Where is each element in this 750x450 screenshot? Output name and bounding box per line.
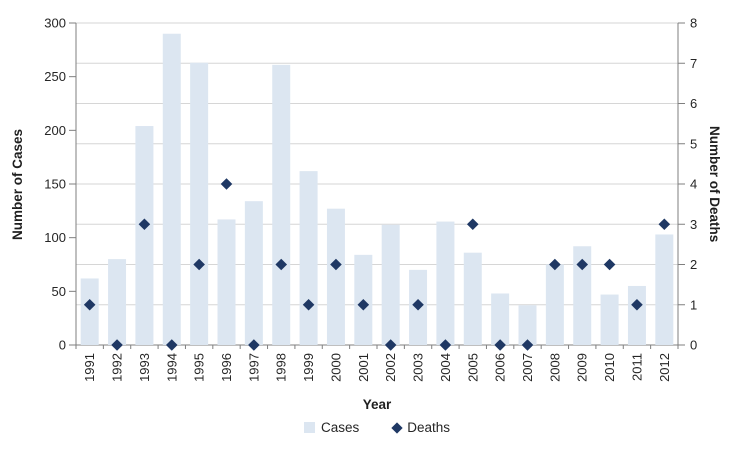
x-axis-category-label: 2012: [657, 353, 672, 382]
deaths-marker-1996: [220, 178, 233, 190]
x-axis-category-label: 2011: [629, 353, 644, 381]
cases-swatch-icon: [303, 422, 315, 433]
deaths-marker-2012: [658, 218, 671, 231]
deaths-marker-2003: [412, 298, 424, 311]
cases-bar-2006: [491, 293, 510, 345]
deaths-marker-2004: [439, 339, 452, 351]
x-axis-category-label: 2009: [575, 353, 590, 382]
cases-bar-2008: [545, 264, 564, 345]
cases-bar-1998: [272, 64, 291, 346]
x-axis-category-label: 1994: [164, 353, 179, 382]
right-axis-title: Number of Deaths: [707, 125, 722, 243]
deaths-marker-1997: [248, 339, 260, 351]
legend-label-cases: Cases: [320, 420, 360, 435]
left-axis-title: Number of Cases: [10, 128, 25, 240]
cases-bar-2010: [600, 294, 619, 345]
x-axis-category-label: 1997: [246, 353, 261, 382]
x-axis-category-label: 1992: [110, 353, 125, 382]
cases-bar-2004: [436, 221, 455, 345]
right-axis-tick-label: 8: [690, 16, 697, 31]
deaths-marker-2010: [603, 258, 616, 271]
x-axis-category-label: 2004: [438, 353, 453, 382]
x-axis-title: Year: [362, 397, 392, 412]
right-axis-tick-label: 4: [690, 177, 697, 192]
x-axis-category-label: 2007: [520, 353, 535, 382]
cases-bar-1995: [190, 62, 209, 346]
right-axis-tick-label: 0: [690, 338, 697, 353]
cases-bar-1994: [162, 33, 181, 345]
cases-bar-2009: [573, 246, 592, 345]
left-axis-tick-label: 300: [44, 16, 66, 31]
left-axis-tick-label: 0: [59, 338, 66, 353]
cases-bar-2011: [627, 285, 646, 345]
left-axis-tick-label: 250: [44, 69, 66, 84]
deaths-marker-2001: [357, 298, 370, 311]
deaths-marker-1991: [83, 298, 96, 311]
right-axis-tick-label: 7: [690, 56, 697, 71]
deaths-marker-2006: [494, 339, 506, 351]
x-axis-category-label: 2010: [602, 353, 617, 382]
deaths-marker-1995: [193, 258, 205, 271]
left-axis-tick-label: 100: [44, 230, 66, 245]
legend-item-cases: Cases: [303, 420, 360, 435]
right-axis-tick-label: 5: [690, 136, 697, 151]
deaths-marker-1993: [138, 218, 151, 231]
deaths-marker-2005: [466, 218, 479, 231]
x-axis-category-label: 2000: [328, 353, 343, 382]
x-axis-category-label: 1995: [192, 353, 207, 382]
deaths-marker-1999: [302, 298, 315, 311]
x-axis-category-label: 2001: [356, 353, 371, 382]
x-axis-category-label: 1991: [82, 353, 97, 382]
right-axis-tick-label: 2: [690, 257, 697, 272]
x-axis-category-label: 2002: [383, 353, 398, 382]
legend-item-deaths: Deaths: [391, 420, 451, 435]
x-axis-category-label: 1999: [301, 353, 316, 382]
legend-label-deaths: Deaths: [407, 420, 451, 435]
x-axis-category-label: 2008: [547, 353, 562, 382]
deaths-marker-1992: [111, 339, 123, 351]
cases-bar-2002: [381, 224, 400, 345]
cases-bar-1996: [217, 219, 236, 345]
cases-bar-2012: [655, 234, 674, 345]
x-axis-category-label: 1996: [219, 353, 234, 382]
deaths-marker-2002: [384, 339, 397, 351]
x-axis-category-label: 2006: [493, 353, 508, 382]
right-axis-tick-label: 3: [690, 217, 697, 232]
left-axis-tick-label: 150: [44, 177, 66, 192]
cases-bar-1991: [80, 278, 99, 345]
deaths-marker-1998: [275, 258, 288, 271]
left-axis-tick-label: 200: [44, 123, 66, 138]
deaths-marker-2008: [549, 258, 561, 271]
deaths-marker-1994: [165, 339, 178, 351]
cases-bar-1992: [108, 259, 127, 345]
x-axis-category-label: 1998: [274, 353, 289, 382]
deaths-marker-2007: [521, 339, 534, 351]
cases-bar-1997: [244, 201, 263, 345]
cases-bar-1999: [299, 171, 318, 345]
x-axis-category-label: 2003: [411, 353, 426, 382]
legend: Cases Deaths: [76, 420, 678, 435]
cases-bar-1993: [135, 126, 154, 345]
left-axis-tick-label: 50: [52, 284, 66, 299]
x-axis-category-label: 1993: [137, 353, 152, 382]
x-axis-category-label: 2005: [465, 353, 480, 382]
cases-bar-2000: [326, 208, 345, 345]
deaths-swatch-icon: [391, 421, 403, 434]
deaths-marker-2000: [330, 258, 342, 271]
cases-bar-2005: [463, 252, 482, 345]
right-axis-tick-label: 1: [690, 297, 697, 312]
deaths-marker-2011: [631, 298, 643, 311]
deaths-marker-2009: [576, 258, 589, 271]
cases-bar-2007: [518, 305, 537, 345]
right-axis-tick-label: 6: [690, 96, 697, 111]
